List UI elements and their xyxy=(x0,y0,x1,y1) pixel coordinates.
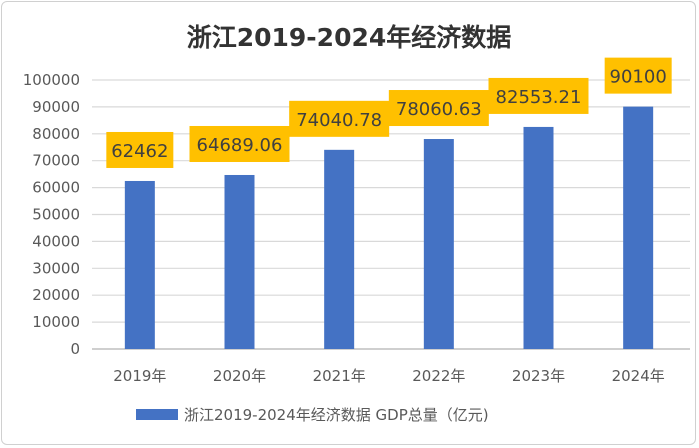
bar-2020年 xyxy=(224,174,255,349)
data-label: 78060.63 xyxy=(396,99,482,120)
y-tick-label: 50000 xyxy=(32,206,80,224)
bar-2021年 xyxy=(324,149,355,349)
bar-2022年 xyxy=(423,139,454,349)
data-label-box xyxy=(289,100,390,137)
y-tick-label: 40000 xyxy=(32,232,80,250)
x-tick-label: 2021年 xyxy=(313,367,366,385)
bar-2024年 xyxy=(623,106,654,349)
y-tick-label: 70000 xyxy=(32,152,80,170)
data-label-box xyxy=(488,77,589,114)
y-tick-label: 60000 xyxy=(32,179,80,197)
y-tick-label: 0 xyxy=(70,340,80,358)
y-tick-label: 80000 xyxy=(32,125,80,143)
legend-swatch xyxy=(136,409,178,420)
data-label-box xyxy=(106,131,174,168)
data-label: 74040.78 xyxy=(296,110,382,131)
x-tick-label: 2019年 xyxy=(113,367,166,385)
legend: 浙江2019-2024年经济数据 GDP总量（亿元) xyxy=(136,406,489,424)
data-label-box xyxy=(189,125,290,162)
chart-title: 浙江2019-2024年经济数据 xyxy=(187,23,512,52)
x-tick-label: 2022年 xyxy=(412,367,465,385)
y-tick-label: 90000 xyxy=(32,98,80,116)
x-tick-label: 2024年 xyxy=(612,367,665,385)
data-label: 62462 xyxy=(111,141,168,162)
x-tick-label: 2020年 xyxy=(213,367,266,385)
legend-label: 浙江2019-2024年经济数据 GDP总量（亿元) xyxy=(184,406,489,424)
data-label: 82553.21 xyxy=(496,87,582,108)
y-tick-label: 30000 xyxy=(32,259,80,277)
data-label-box xyxy=(604,57,672,94)
bar-2023年 xyxy=(523,126,554,350)
data-label-box xyxy=(388,90,489,127)
data-label: 64689.06 xyxy=(197,135,283,156)
y-tick-label: 10000 xyxy=(32,313,80,331)
bar-2019年 xyxy=(124,180,155,349)
y-tick-label: 100000 xyxy=(23,71,80,89)
y-tick-label: 20000 xyxy=(32,286,80,304)
data-label: 90100 xyxy=(610,67,667,88)
x-tick-label: 2023年 xyxy=(512,367,565,385)
